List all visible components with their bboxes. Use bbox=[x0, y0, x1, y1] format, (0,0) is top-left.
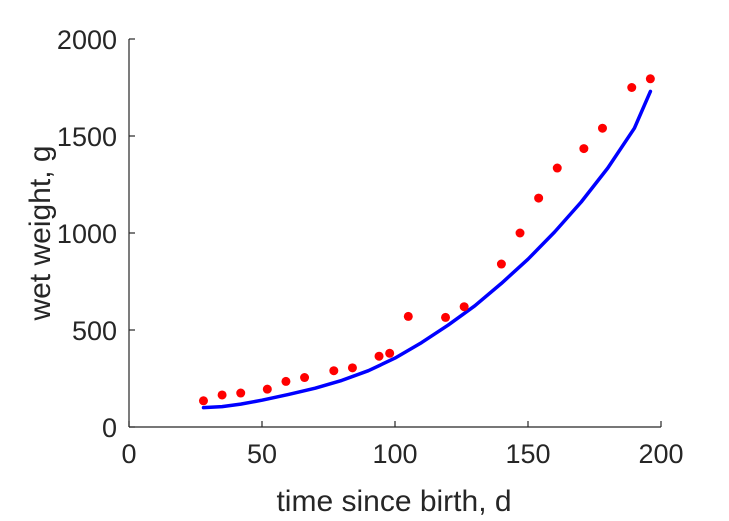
data-point bbox=[262, 384, 272, 394]
x-tick-label: 50 bbox=[247, 439, 277, 469]
data-point bbox=[198, 396, 208, 406]
axes: 0 50 100 150 200 0 500 1000 1500 2000 bbox=[57, 25, 684, 469]
x-tick-label: 0 bbox=[121, 439, 136, 469]
x-tick-label: 200 bbox=[638, 439, 683, 469]
x-tick-label: 100 bbox=[372, 439, 417, 469]
data-point bbox=[515, 228, 525, 238]
data-point bbox=[597, 123, 607, 133]
model-fit-line bbox=[201, 89, 653, 410]
y-tick-label: 500 bbox=[72, 316, 117, 346]
data-point bbox=[552, 163, 562, 173]
x-ticks: 0 50 100 150 200 bbox=[121, 421, 684, 469]
data-point bbox=[236, 388, 246, 398]
data-point bbox=[217, 390, 227, 400]
data-point bbox=[534, 193, 544, 203]
data-point bbox=[627, 83, 637, 92]
y-tick-label: 1500 bbox=[57, 122, 117, 152]
data-point bbox=[579, 144, 589, 154]
y-tick-label: 1000 bbox=[57, 219, 117, 249]
data-point bbox=[281, 376, 291, 386]
x-tick-label: 150 bbox=[505, 439, 550, 469]
x-axis-label: time since birth, d bbox=[276, 485, 511, 518]
data-point bbox=[459, 302, 469, 312]
data-point bbox=[496, 259, 506, 269]
y-ticks: 0 500 1000 1500 2000 bbox=[57, 25, 135, 443]
data-point bbox=[441, 312, 451, 322]
data-point bbox=[645, 74, 655, 84]
data-point bbox=[300, 373, 310, 383]
y-tick-label: 2000 bbox=[57, 25, 117, 55]
data-point bbox=[385, 348, 395, 358]
y-tick-label: 0 bbox=[102, 413, 117, 443]
data-point bbox=[403, 311, 413, 321]
data-point bbox=[347, 363, 357, 373]
data-point bbox=[374, 351, 384, 361]
data-point bbox=[329, 366, 339, 376]
y-axis-label: wet weight, g bbox=[24, 145, 57, 321]
plot-series bbox=[198, 74, 655, 410]
